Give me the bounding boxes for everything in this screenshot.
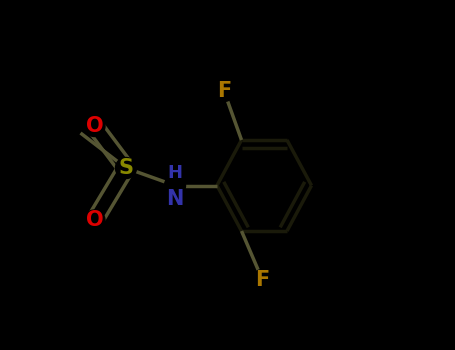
Text: O: O [86,210,103,231]
Circle shape [116,158,136,178]
Text: F: F [217,81,231,101]
Circle shape [165,175,186,196]
Circle shape [84,116,105,136]
Text: F: F [255,270,270,290]
Text: N: N [167,189,184,209]
Text: O: O [86,116,103,136]
Circle shape [252,270,273,290]
Circle shape [84,210,105,231]
Text: H: H [167,164,182,182]
Circle shape [213,80,234,101]
Text: S: S [118,158,133,178]
